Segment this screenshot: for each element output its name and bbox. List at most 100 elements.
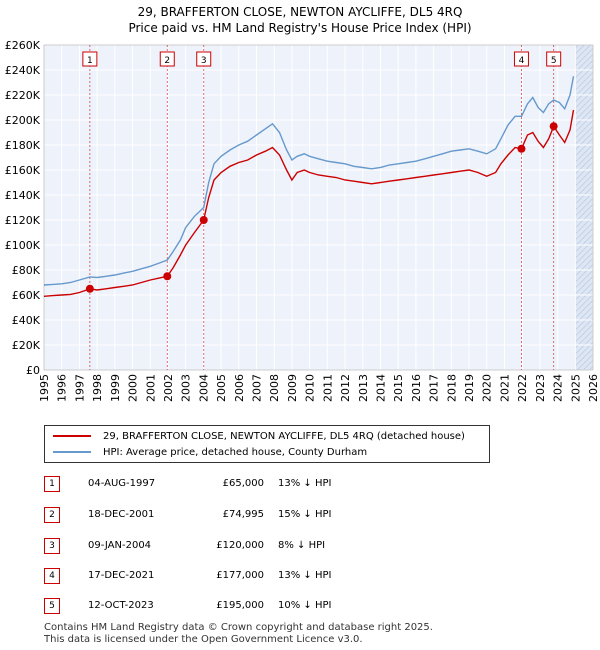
plot-area	[44, 45, 593, 370]
x-tick-label: 2003	[180, 374, 193, 402]
x-tick-label: 2015	[392, 374, 405, 402]
sale-date: 12-OCT-2023	[88, 600, 154, 611]
marker-badge: 4	[44, 568, 60, 584]
sale-date: 18-DEC-2001	[88, 509, 155, 520]
y-tick-label: £260K	[5, 39, 41, 52]
x-tick-label: 2014	[374, 374, 387, 402]
x-tick-label: 2004	[197, 374, 210, 402]
sale-marker-badge	[159, 51, 175, 67]
x-tick-label: 2020	[481, 374, 494, 402]
y-tick-label: £240K	[5, 64, 41, 77]
marker-badge: 2	[44, 507, 60, 523]
y-tick-label: £60K	[12, 289, 41, 302]
y-tick-label: £160K	[5, 164, 41, 177]
x-tick-label: 2012	[339, 374, 352, 402]
sale-price: £74,995	[222, 509, 264, 520]
sale-date: 09-JAN-2004	[88, 540, 152, 551]
sale-marker-label: 2	[164, 56, 170, 66]
legend-swatch-property	[53, 435, 91, 437]
x-tick-label: 1998	[91, 374, 104, 402]
marker-badge: 1	[44, 476, 60, 492]
x-tick-label: 2008	[268, 374, 281, 402]
x-tick-label: 2005	[215, 374, 228, 402]
hpi-diff: 13% ↓ HPI	[278, 570, 332, 581]
hpi-diff: 10% ↓ HPI	[278, 600, 332, 611]
chart-title: 29, BRAFFERTON CLOSE, NEWTON AYCLIFFE, D…	[137, 5, 463, 19]
table-row: 4 17-DEC-2021 £177,000 13% ↓ HPI	[44, 568, 444, 586]
table-row: 5 12-OCT-2023 £195,000 10% ↓ HPI	[44, 598, 444, 616]
sale-point	[199, 216, 208, 224]
sale-price: £177,000	[216, 570, 264, 581]
legend-item-property: 29, BRAFFERTON CLOSE, NEWTON AYCLIFFE, D…	[53, 428, 465, 444]
x-tick-label: 2001	[144, 374, 157, 402]
sale-point	[163, 272, 172, 281]
x-tick-label: 2018	[445, 374, 458, 402]
y-tick-label: £140K	[5, 189, 41, 202]
sale-marker-badge	[546, 51, 562, 67]
sale-marker-label: 5	[551, 56, 557, 66]
sale-marker-label: 3	[201, 56, 207, 66]
sale-point	[549, 122, 558, 131]
x-tick-label: 2002	[162, 374, 175, 402]
marker-badge: 5	[44, 598, 60, 614]
x-tick-label: 2019	[463, 374, 476, 402]
hpi-diff: 15% ↓ HPI	[278, 509, 332, 520]
marker-badge: 3	[44, 538, 60, 554]
footer-license: This data is licensed under the Open Gov…	[44, 634, 363, 645]
x-tick-label: 2026	[587, 374, 600, 402]
sale-point	[517, 144, 526, 153]
hpi-diff: 13% ↓ HPI	[278, 478, 332, 489]
x-tick-label: 2024	[552, 374, 565, 402]
sale-marker-badge	[82, 51, 98, 67]
x-tick-label: 2021	[498, 374, 511, 402]
plot-frame	[43, 44, 594, 371]
x-tick-label: 2016	[410, 374, 423, 402]
x-tick-label: 2017	[428, 374, 441, 402]
price-chart: £0 £20K £40K £60K £80K £100K £120K £140K £160K £1…	[5, 39, 600, 402]
x-tick-label: 2025	[569, 374, 582, 402]
table-row: 3 09-JAN-2004 £120,000 8% ↓ HPI	[44, 538, 444, 556]
property-series-line	[43, 109, 575, 297]
sale-marker-label: 4	[519, 56, 525, 66]
table-row: 2 18-DEC-2001 £74,995 15% ↓ HPI	[44, 507, 444, 525]
sale-marker-badge	[196, 51, 212, 67]
hpi-series-line	[43, 76, 575, 286]
x-tick-label: 2007	[251, 374, 264, 402]
y-tick-label: £200K	[5, 114, 41, 127]
chart-legend: 29, BRAFFERTON CLOSE, NEWTON AYCLIFFE, D…	[44, 425, 490, 463]
x-tick-label: 2000	[127, 374, 140, 402]
sale-point	[85, 284, 94, 293]
x-tick-label: 1997	[73, 374, 86, 402]
x-tick-label: 1996	[56, 374, 69, 402]
y-tick-label: £180K	[5, 139, 41, 152]
sale-price: £120,000	[216, 540, 264, 551]
x-tick-label: 2011	[321, 374, 334, 402]
table-row: 1 04-AUG-1997 £65,000 13% ↓ HPI	[44, 476, 444, 494]
y-tick-label: £220K	[5, 89, 41, 102]
x-tick-label: 2009	[286, 374, 299, 402]
y-tick-label: £20K	[12, 339, 41, 352]
sale-price: £65,000	[222, 478, 264, 489]
legend-item-hpi: HPI: Average price, detached house, Coun…	[53, 444, 367, 460]
sale-marker-label: 1	[87, 56, 93, 66]
x-tick-label: 2006	[233, 374, 246, 402]
y-tick-label: £0	[26, 364, 40, 377]
y-tick-label: £40K	[12, 314, 41, 327]
legend-swatch-hpi	[53, 451, 91, 453]
sale-marker-badge	[513, 51, 529, 67]
x-tick-label: 2010	[304, 374, 317, 402]
sale-date: 17-DEC-2021	[88, 570, 155, 581]
x-tick-label: 2023	[534, 374, 547, 402]
x-tick-label: 2013	[357, 374, 370, 402]
y-tick-label: £100K	[5, 239, 41, 252]
footer-copyright: Contains HM Land Registry data © Crown c…	[44, 622, 433, 633]
y-tick-label: £80K	[12, 264, 41, 277]
x-tick-label: 1995	[38, 374, 51, 402]
future-hatch	[575, 45, 594, 370]
chart-subtitle: Price paid vs. HM Land Registry's House …	[128, 21, 472, 35]
x-tick-label: 2022	[516, 374, 529, 402]
legend-label-property: 29, BRAFFERTON CLOSE, NEWTON AYCLIFFE, D…	[103, 430, 465, 442]
sale-price: £195,000	[216, 600, 264, 611]
sale-date: 04-AUG-1997	[88, 478, 156, 489]
x-tick-label: 1999	[109, 374, 122, 402]
